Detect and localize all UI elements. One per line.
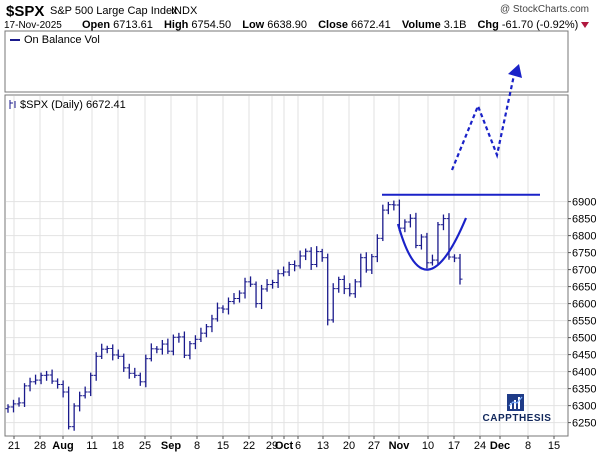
high-value: 6754.50: [191, 19, 232, 31]
x-tick-label: 21: [8, 440, 20, 452]
chg-value: -61.70 (-0.92%): [501, 19, 579, 31]
obv-panel: [4, 30, 569, 93]
x-tick-label: Sep: [161, 440, 181, 452]
x-tick-label: 15: [548, 440, 560, 452]
x-tick-label: 17: [448, 440, 460, 452]
y-tick-label: 6850: [572, 214, 596, 226]
projection-arrowhead-icon: [508, 64, 522, 78]
y-tick-label: 6800: [572, 231, 596, 243]
x-tick-label: 20: [343, 440, 355, 452]
quote-line: Open 6713.61 High 6754.50 Low 6638.90 Close…: [82, 19, 590, 31]
x-tick-label: 29: [266, 440, 278, 452]
volume-label: Volume: [401, 19, 441, 31]
close-value: 6672.41: [351, 19, 391, 31]
y-tick-label: 6600: [572, 299, 596, 311]
x-tick-label: 6: [295, 440, 301, 452]
logo-text: CAPPTHESIS: [482, 413, 552, 424]
low-label: Low: [242, 19, 265, 31]
obv-legend: On Balance Vol: [24, 34, 100, 46]
price-legend: $SPX (Daily) 6672.41: [9, 99, 126, 111]
cup-pattern-curve: [396, 217, 468, 271]
close-label: Close: [318, 19, 349, 31]
x-tick-label: 10: [422, 440, 434, 452]
y-tick-label: 6650: [572, 282, 596, 294]
y-tick-label: 6900: [572, 197, 596, 209]
y-tick-label: 6550: [572, 316, 596, 328]
copyright-link[interactable]: @ StockCharts.com: [499, 4, 589, 15]
x-tick-label: Nov: [389, 440, 411, 452]
price-panel: [4, 94, 569, 437]
projection-path: [450, 74, 516, 171]
y-tick-label: 6450: [572, 350, 596, 362]
y-tick-label: 6250: [572, 418, 596, 430]
x-tick-label: 8: [194, 440, 200, 452]
volume-value: 3.1B: [443, 19, 467, 31]
x-tick-label: 28: [34, 440, 46, 452]
x-tick-label: 25: [139, 440, 151, 452]
open-label: Open: [82, 19, 111, 31]
x-tick-label: 15: [217, 440, 229, 452]
chart-header: $SPX S&P 500 Large Cap Index INDX @ Stoc…: [0, 0, 597, 32]
high-label: High: [163, 19, 189, 31]
chg-label: Chg: [477, 19, 499, 31]
y-tick-label: 6500: [572, 333, 596, 345]
symbol: $SPX: [6, 3, 45, 20]
x-tick-label: 11: [86, 440, 97, 452]
x-tick-label: 8: [525, 440, 531, 452]
quote-date: 17-Nov-2025: [4, 20, 62, 31]
x-tick-label: Oct: [275, 440, 294, 452]
exchange-label: INDX: [171, 5, 198, 17]
y-tick-label: 6750: [572, 248, 596, 260]
logo-chart-icon: [507, 394, 524, 411]
y-tick-label: 6300: [572, 401, 596, 413]
annotations: [382, 64, 540, 271]
x-tick-label: 27: [368, 440, 380, 452]
y-tick-label: 6350: [572, 384, 596, 396]
y-tick-label: 6400: [572, 367, 596, 379]
price-legend-text: $SPX (Daily) 6672.41: [20, 99, 126, 111]
symbol-description: S&P 500 Large Cap Index: [50, 5, 178, 17]
x-tick-label: Aug: [52, 440, 73, 452]
open-value: 6713.61: [113, 19, 153, 31]
capp-thesis-logo: CAPPTHESIS: [477, 392, 557, 426]
y-tick-label: 6700: [572, 265, 596, 277]
x-tick-label: 22: [243, 440, 255, 452]
x-tick-label: 13: [317, 440, 329, 452]
price-bars: [5, 199, 463, 431]
low-value: 6638.90: [267, 19, 307, 31]
x-tick-label: 18: [112, 440, 124, 452]
x-tick-label: Dec: [490, 440, 510, 452]
y-axis: 6250 6300 6350 6400 6450 6500 6550 6600 6650 6700…: [568, 197, 596, 430]
x-tick-label: 24: [474, 440, 486, 452]
down-triangle-icon: [581, 22, 590, 29]
grid: [6, 96, 567, 435]
